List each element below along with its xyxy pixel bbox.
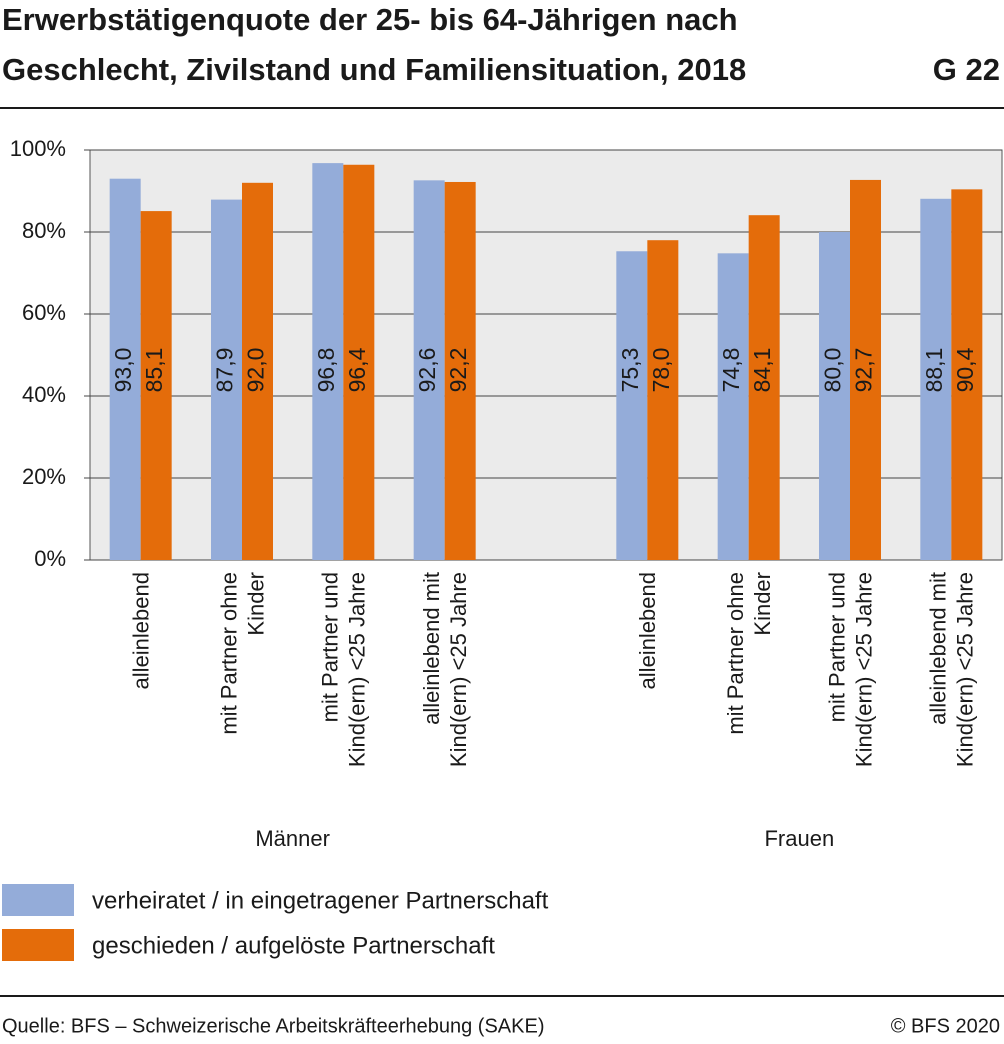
bar: [343, 164, 375, 560]
chart-title: Geschlecht, Zivilstand und Familiensitua…: [2, 52, 746, 87]
x-tick-label: mit Partner ohne: [723, 572, 748, 735]
value-label: 75,3: [617, 348, 643, 393]
source: Quelle: BFS – Schweizerische Arbeitskräf…: [2, 1015, 544, 1037]
bar: [211, 199, 242, 561]
y-tick-label: 20%: [22, 464, 66, 489]
bar: [951, 189, 983, 561]
bar: [647, 240, 679, 560]
x-tick-label: mit Partner und: [824, 572, 849, 722]
value-label: 92,7: [851, 348, 877, 393]
x-tick-label: Kinder: [750, 572, 775, 636]
bar: [748, 215, 780, 560]
value-label: 74,8: [718, 348, 744, 393]
x-tick-label: Kinder: [243, 572, 268, 636]
chart-id: G 22: [933, 52, 1000, 87]
bar: [312, 163, 344, 560]
copyright: © BFS 2020: [891, 1015, 1000, 1037]
bar: [413, 180, 445, 560]
chart-title: Erwerbstätigenquote der 25- bis 64-Jähri…: [2, 2, 738, 37]
value-label: 88,1: [921, 348, 947, 393]
group-label: Frauen: [764, 826, 834, 851]
x-tick-label: alleinlebend mit: [419, 572, 444, 725]
bar: [242, 182, 273, 561]
x-tick-label: Kind(ern) <25 Jahre: [851, 572, 876, 767]
value-label: 93,0: [110, 348, 136, 393]
y-tick-label: 0%: [34, 546, 66, 571]
bar: [920, 198, 952, 561]
x-tick-label: Kind(ern) <25 Jahre: [345, 572, 370, 767]
x-tick-label: alleinlebend mit: [926, 572, 951, 725]
value-label: 96,4: [344, 347, 370, 392]
value-label: 92,2: [445, 348, 471, 393]
legend-swatch: [2, 884, 74, 916]
legend-swatch: [2, 929, 74, 961]
bar: [109, 178, 141, 560]
x-tick-label: alleinlebend: [128, 572, 153, 689]
group-label: Männer: [255, 826, 330, 851]
x-tick-label: alleinlebend: [635, 572, 660, 689]
y-tick-label: 60%: [22, 300, 66, 325]
bar: [850, 179, 881, 560]
value-label: 84,1: [749, 348, 775, 393]
x-tick-label: Kind(ern) <25 Jahre: [953, 572, 978, 767]
bar: [819, 232, 850, 560]
value-label: 78,0: [648, 348, 674, 393]
value-label: 80,0: [820, 348, 846, 393]
bar: [444, 181, 476, 561]
y-tick-label: 100%: [10, 136, 66, 161]
value-label: 85,1: [141, 348, 167, 393]
y-tick-label: 80%: [22, 218, 66, 243]
x-tick-label: mit Partner und: [318, 572, 343, 722]
x-tick-label: mit Partner ohne: [216, 572, 241, 735]
value-label: 87,9: [212, 348, 238, 393]
bar: [616, 251, 648, 560]
value-label: 90,4: [952, 347, 978, 392]
legend-label: geschieden / aufgelöste Partnerschaft: [92, 932, 495, 959]
bar: [717, 253, 749, 560]
value-label: 92,0: [243, 348, 269, 393]
legend-label: verheiratet / in eingetragener Partnersc…: [92, 887, 549, 914]
x-tick-label: Kind(ern) <25 Jahre: [446, 572, 471, 767]
value-label: 96,8: [313, 348, 339, 393]
bar: [140, 211, 172, 560]
y-tick-label: 40%: [22, 382, 66, 407]
value-label: 92,6: [414, 348, 440, 393]
